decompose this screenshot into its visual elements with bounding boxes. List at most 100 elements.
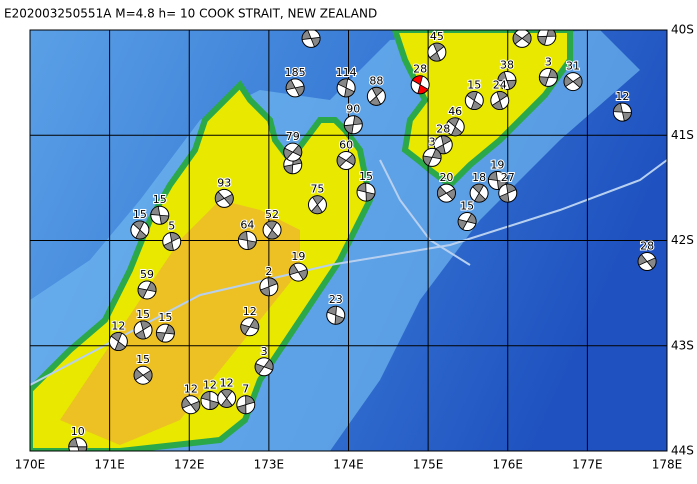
compression-quadrant — [512, 32, 523, 45]
x-tick-label: 176E — [493, 458, 524, 472]
depth-label: 12 — [615, 90, 629, 103]
focal-mechanism — [288, 262, 308, 282]
depth-label: 52 — [265, 208, 279, 221]
compression-quadrant — [491, 99, 504, 110]
compression-quadrant — [466, 213, 477, 225]
compression-quadrant — [294, 85, 305, 97]
depth-label: 19 — [291, 250, 305, 263]
y-tick-label: 43S — [671, 338, 694, 352]
depth-label: 93 — [217, 176, 231, 189]
depth-label: 46 — [448, 105, 462, 118]
focal-mechanism — [497, 71, 517, 91]
compression-quadrant — [411, 75, 423, 86]
depth-label: 18 — [472, 171, 486, 184]
focal-mechanism — [108, 332, 128, 352]
compression-quadrant — [292, 144, 303, 157]
focal-mechanism — [410, 75, 430, 95]
focal-mechanism — [133, 365, 153, 385]
focal-mechanism — [326, 305, 346, 325]
compression-quadrant — [132, 220, 145, 231]
focal-mechanism — [487, 171, 507, 191]
compression-quadrant — [135, 229, 148, 240]
depth-label: 64 — [240, 219, 254, 232]
focal-mechanism — [469, 183, 489, 203]
compression-quadrant — [538, 76, 549, 87]
compression-quadrant — [267, 277, 278, 288]
compression-quadrant — [181, 396, 192, 409]
depth-label: 185 — [285, 66, 306, 79]
frame — [29, 29, 668, 452]
focal-mechanism — [200, 390, 220, 410]
depth-label: 15 — [467, 79, 481, 92]
depth-label: 15 — [136, 353, 150, 366]
compression-quadrant — [365, 191, 376, 202]
compression-quadrant — [254, 363, 265, 375]
focal-mechanism — [436, 183, 456, 203]
focal-mechanism — [537, 30, 557, 46]
focal-mechanism — [237, 231, 257, 250]
compression-quadrant — [371, 86, 384, 97]
depth-label: 19 — [490, 159, 504, 172]
compression-quadrant — [506, 79, 517, 90]
depth-label: 12 — [203, 378, 217, 391]
focal-mechanism — [236, 395, 256, 415]
compression-quadrant — [159, 214, 170, 225]
compression-quadrant — [214, 191, 225, 204]
focal-mechanism — [445, 117, 465, 137]
focal-mechanism — [356, 182, 376, 202]
depth-label: 15 — [460, 200, 474, 213]
map-title: E202003250551A M=4.8 h= 10 COOK STRAIT, … — [4, 7, 377, 21]
compression-quadrant — [563, 75, 574, 88]
compression-quadrant — [169, 232, 181, 243]
focal-mechanism — [259, 277, 279, 297]
compression-quadrant — [263, 358, 274, 371]
compression-quadrant — [223, 193, 234, 206]
compression-quadrant — [356, 182, 367, 193]
depth-label: 23 — [329, 293, 343, 306]
compression-quadrant — [613, 102, 623, 113]
compression-quadrant — [245, 395, 255, 406]
x-tick-label: 178E — [652, 458, 683, 472]
focal-mechanism — [217, 388, 237, 408]
compression-quadrant — [310, 36, 321, 48]
compression-quadrant — [352, 115, 363, 126]
depth-label: 3 — [261, 345, 268, 358]
x-tick-label: 173E — [254, 458, 285, 472]
compression-quadrant — [265, 220, 278, 231]
compression-quadrant — [450, 126, 463, 137]
y-tick-label: 42S — [671, 233, 694, 247]
focal-mechanism — [240, 317, 260, 337]
compression-quadrant — [431, 148, 442, 160]
focal-mechanism — [563, 72, 583, 92]
focal-mechanism — [162, 232, 182, 252]
depth-label: 12 — [184, 383, 198, 396]
compression-quadrant — [288, 263, 299, 276]
compression-quadrant — [283, 147, 294, 160]
depth-label: 7 — [242, 383, 249, 396]
depth-label: 27 — [515, 16, 529, 29]
x-tick-label: 177E — [572, 458, 603, 472]
compression-quadrant — [163, 240, 174, 251]
x-tick-label: 174E — [333, 458, 364, 472]
compression-quadrant — [488, 171, 498, 181]
compression-quadrant — [496, 91, 508, 102]
compression-quadrant — [432, 42, 445, 53]
focal-mechanism — [343, 115, 363, 135]
compression-quadrant — [164, 324, 175, 335]
compression-quadrant — [466, 91, 478, 102]
compression-quadrant — [140, 320, 152, 331]
compression-quadrant — [190, 400, 201, 413]
compression-quadrant — [236, 404, 247, 415]
focal-mechanism — [285, 78, 305, 98]
focal-mechanism — [464, 91, 484, 111]
compression-quadrant — [537, 35, 548, 46]
focal-mechanism — [254, 357, 274, 377]
depth-label: 38 — [500, 59, 514, 72]
depth-label: 21 — [540, 14, 554, 27]
depth-label: 114 — [336, 66, 357, 79]
compression-quadrant — [472, 183, 485, 194]
compression-quadrant — [440, 135, 452, 146]
compression-quadrant — [572, 75, 583, 89]
